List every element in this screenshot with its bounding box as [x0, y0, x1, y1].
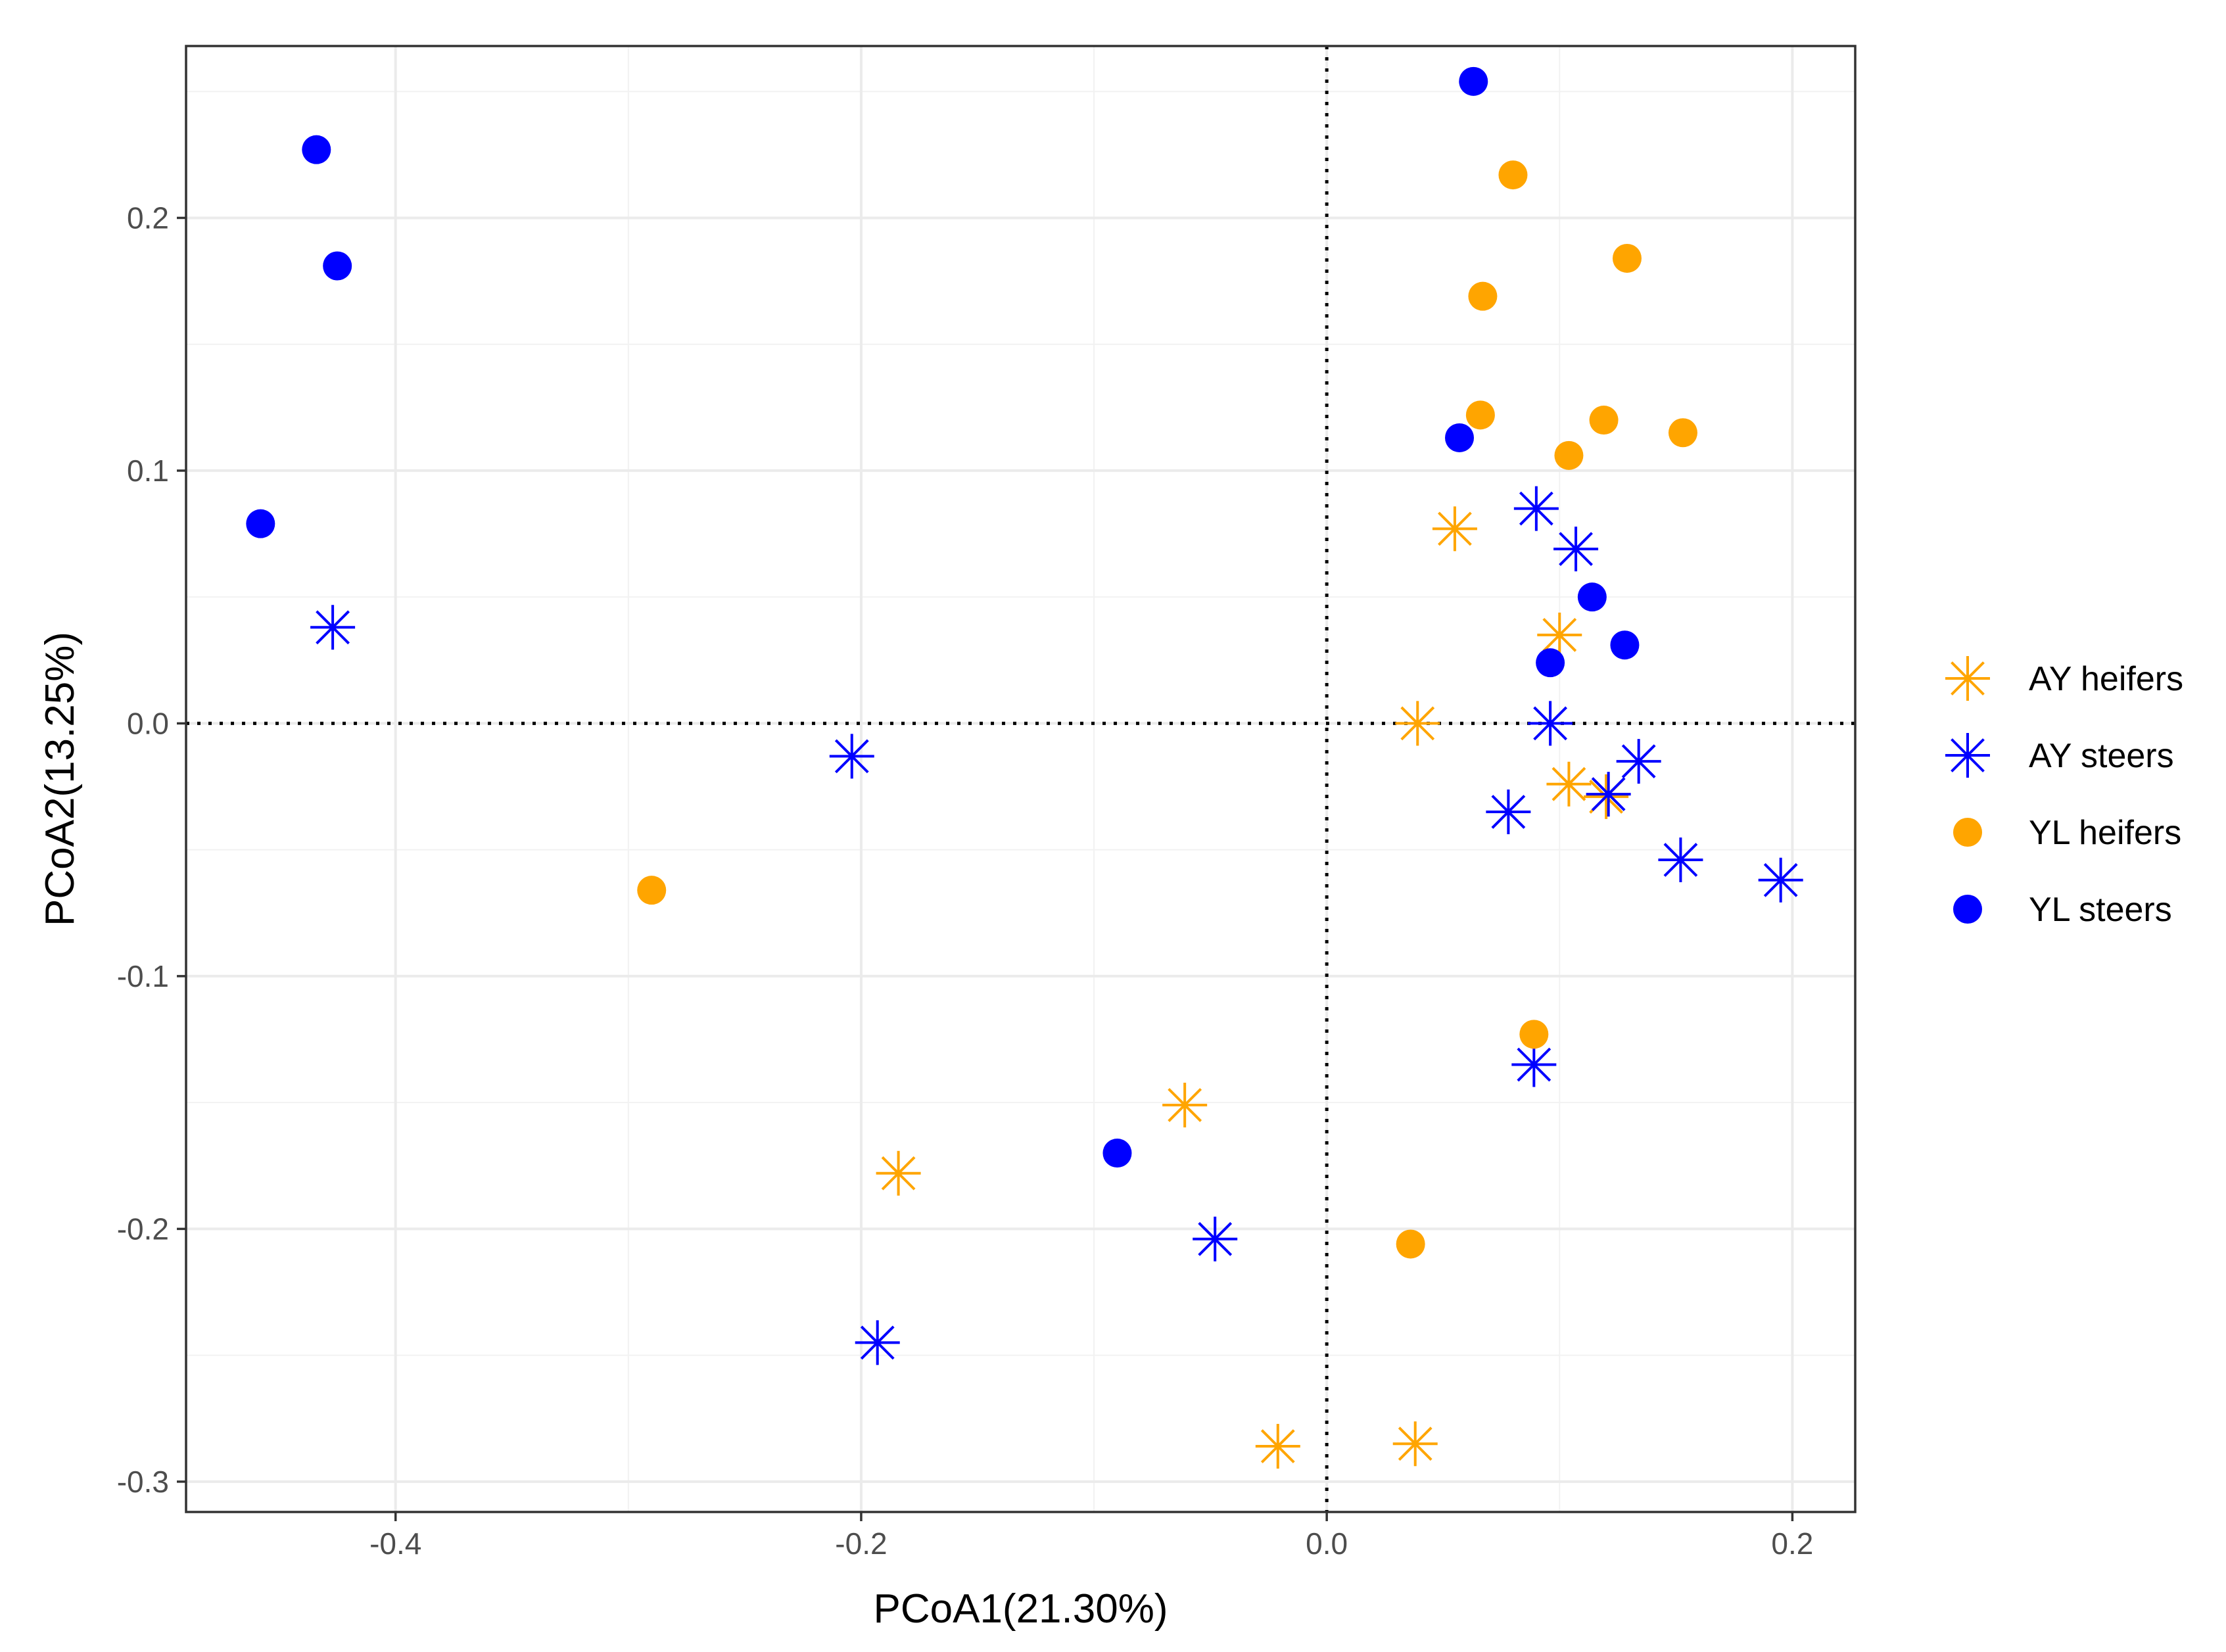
grid-lines	[186, 46, 1855, 1512]
point-ay-heifers	[1392, 1421, 1438, 1467]
legend-key-yl-steers	[1953, 895, 1982, 924]
point-ay-steers	[1528, 701, 1573, 746]
point-yl-steers	[246, 509, 275, 538]
point-ay-steers	[1486, 789, 1531, 834]
x-axis-title: PCoA1(21.30%)	[873, 1586, 1168, 1632]
y-tick-label: 0.1	[127, 454, 169, 488]
legend-label-yl-heifers: YL heifers	[2029, 814, 2181, 852]
point-yl-steers	[1610, 630, 1640, 660]
point-yl-heifers	[1468, 281, 1498, 311]
point-yl-steers	[323, 251, 352, 281]
point-ay-heifers	[1162, 1082, 1208, 1127]
point-yl-heifers	[1589, 406, 1619, 435]
point-ay-steers	[1513, 486, 1559, 531]
point-ay-steers	[1658, 838, 1703, 883]
point-ay-heifers	[1432, 506, 1477, 552]
y-axis-title: PCoA2(13.25%)	[37, 632, 83, 926]
point-yl-steers	[1577, 582, 1607, 612]
legend-label-ay-heifers: AY heifers	[2029, 660, 2183, 698]
data-points	[246, 66, 1803, 1469]
point-yl-steers	[1102, 1139, 1132, 1168]
point-yl-heifers	[1396, 1229, 1425, 1259]
point-yl-heifers	[1498, 160, 1528, 190]
legend: AY heifers AY steers YL heifers YL steers	[1945, 656, 2183, 929]
x-tick-label: 0.2	[1771, 1526, 1813, 1561]
axis-ticks: -0.4 -0.2 0.0 0.2 -0.3 -0.2 -0.1 0.0 0.1 0.2	[117, 201, 1814, 1561]
point-yl-steers	[1536, 648, 1565, 678]
legend-label-ay-steers: AY steers	[2029, 737, 2174, 775]
point-ay-steers	[829, 734, 874, 779]
point-yl-steers	[1445, 423, 1475, 452]
point-ay-heifers	[1395, 701, 1440, 746]
y-tick-label: 0.0	[127, 706, 169, 740]
y-tick-label: -0.2	[117, 1212, 169, 1246]
point-ay-steers	[855, 1320, 900, 1365]
point-ay-steers	[310, 605, 356, 650]
point-yl-steers	[1459, 66, 1488, 96]
legend-key-ay-steers	[1945, 733, 1990, 778]
x-tick-label: -0.4	[369, 1526, 421, 1561]
legend-key-ay-heifers	[1945, 656, 1990, 701]
x-tick-label: -0.2	[835, 1526, 887, 1561]
legend-item-ay-steers: AY steers	[1945, 733, 2174, 778]
point-ay-steers	[1553, 527, 1599, 572]
y-tick-label: -0.3	[117, 1465, 169, 1499]
legend-item-yl-heifers: YL heifers	[1953, 814, 2181, 852]
legend-item-ay-heifers: AY heifers	[1945, 656, 2183, 701]
point-yl-heifers	[1668, 418, 1697, 448]
point-ay-steers	[1586, 772, 1631, 817]
legend-item-yl-steers: YL steers	[1953, 891, 2172, 929]
point-yl-heifers	[1612, 243, 1642, 273]
y-tick-label: 0.2	[127, 201, 169, 235]
point-yl-heifers	[1465, 400, 1495, 430]
plot-panel-border	[185, 45, 1857, 1513]
point-ay-heifers	[1537, 612, 1582, 657]
point-yl-heifers	[637, 876, 667, 905]
point-ay-heifers	[1255, 1424, 1300, 1469]
point-ay-steers	[1616, 739, 1661, 784]
point-ay-steers	[1758, 857, 1803, 903]
legend-key-yl-heifers	[1953, 818, 1982, 847]
point-ay-heifers	[1546, 761, 1592, 807]
point-ay-heifers	[876, 1150, 921, 1196]
point-yl-heifers	[1554, 440, 1584, 470]
point-ay-steers	[1511, 1042, 1557, 1087]
point-yl-steers	[302, 135, 331, 164]
x-tick-label: 0.0	[1306, 1526, 1348, 1561]
point-ay-steers	[1193, 1216, 1238, 1262]
point-yl-heifers	[1519, 1020, 1549, 1049]
y-tick-label: -0.1	[117, 959, 169, 993]
legend-label-yl-steers: YL steers	[2029, 891, 2172, 929]
